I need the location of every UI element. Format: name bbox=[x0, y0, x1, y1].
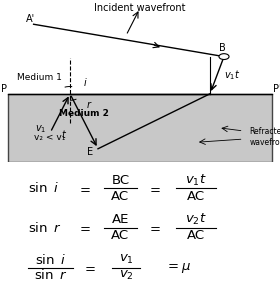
Text: $t$: $t$ bbox=[61, 128, 67, 140]
Text: $=$: $=$ bbox=[77, 221, 91, 234]
Text: AC: AC bbox=[111, 229, 129, 242]
Text: $\sin\ r$: $\sin\ r$ bbox=[34, 268, 67, 283]
Text: $=$: $=$ bbox=[147, 182, 161, 195]
Text: P: P bbox=[1, 84, 7, 94]
Text: $\sin\ r$: $\sin\ r$ bbox=[28, 221, 62, 235]
Text: $v_2$: $v_2$ bbox=[119, 269, 133, 282]
Text: AC: AC bbox=[187, 229, 205, 242]
Text: B: B bbox=[219, 43, 226, 53]
Text: $\sin\ i$: $\sin\ i$ bbox=[28, 181, 59, 195]
Text: Medium 1: Medium 1 bbox=[17, 73, 62, 82]
Text: $v_1 t$: $v_1 t$ bbox=[224, 68, 241, 82]
Text: BC: BC bbox=[111, 174, 129, 187]
Text: Medium 2: Medium 2 bbox=[59, 109, 109, 118]
Text: $v_2 t$: $v_2 t$ bbox=[185, 212, 207, 228]
Text: $= \mu$: $= \mu$ bbox=[165, 260, 191, 275]
Text: $v_1 t$: $v_1 t$ bbox=[185, 173, 207, 188]
Text: E: E bbox=[87, 147, 93, 157]
Text: $v_1$: $v_1$ bbox=[118, 253, 134, 266]
Text: $r$: $r$ bbox=[86, 99, 93, 110]
Text: P': P' bbox=[273, 84, 280, 94]
Text: AC: AC bbox=[187, 190, 205, 203]
Text: v₂ < v₁: v₂ < v₁ bbox=[34, 133, 65, 142]
Text: $\sin\ i$: $\sin\ i$ bbox=[35, 253, 66, 267]
Text: $=$: $=$ bbox=[77, 182, 91, 195]
Text: AC: AC bbox=[111, 190, 129, 203]
Bar bbox=[8, 94, 272, 162]
Text: A': A' bbox=[26, 14, 35, 24]
Text: $=$: $=$ bbox=[147, 221, 161, 234]
Circle shape bbox=[219, 54, 229, 59]
Text: AE: AE bbox=[112, 213, 129, 226]
Text: Refracted
wavefront: Refracted wavefront bbox=[249, 127, 280, 148]
Text: $v_1$: $v_1$ bbox=[35, 123, 46, 135]
Text: $i$: $i$ bbox=[83, 76, 88, 88]
Text: Incident wavefront: Incident wavefront bbox=[94, 3, 186, 13]
Text: $=$: $=$ bbox=[83, 261, 97, 274]
